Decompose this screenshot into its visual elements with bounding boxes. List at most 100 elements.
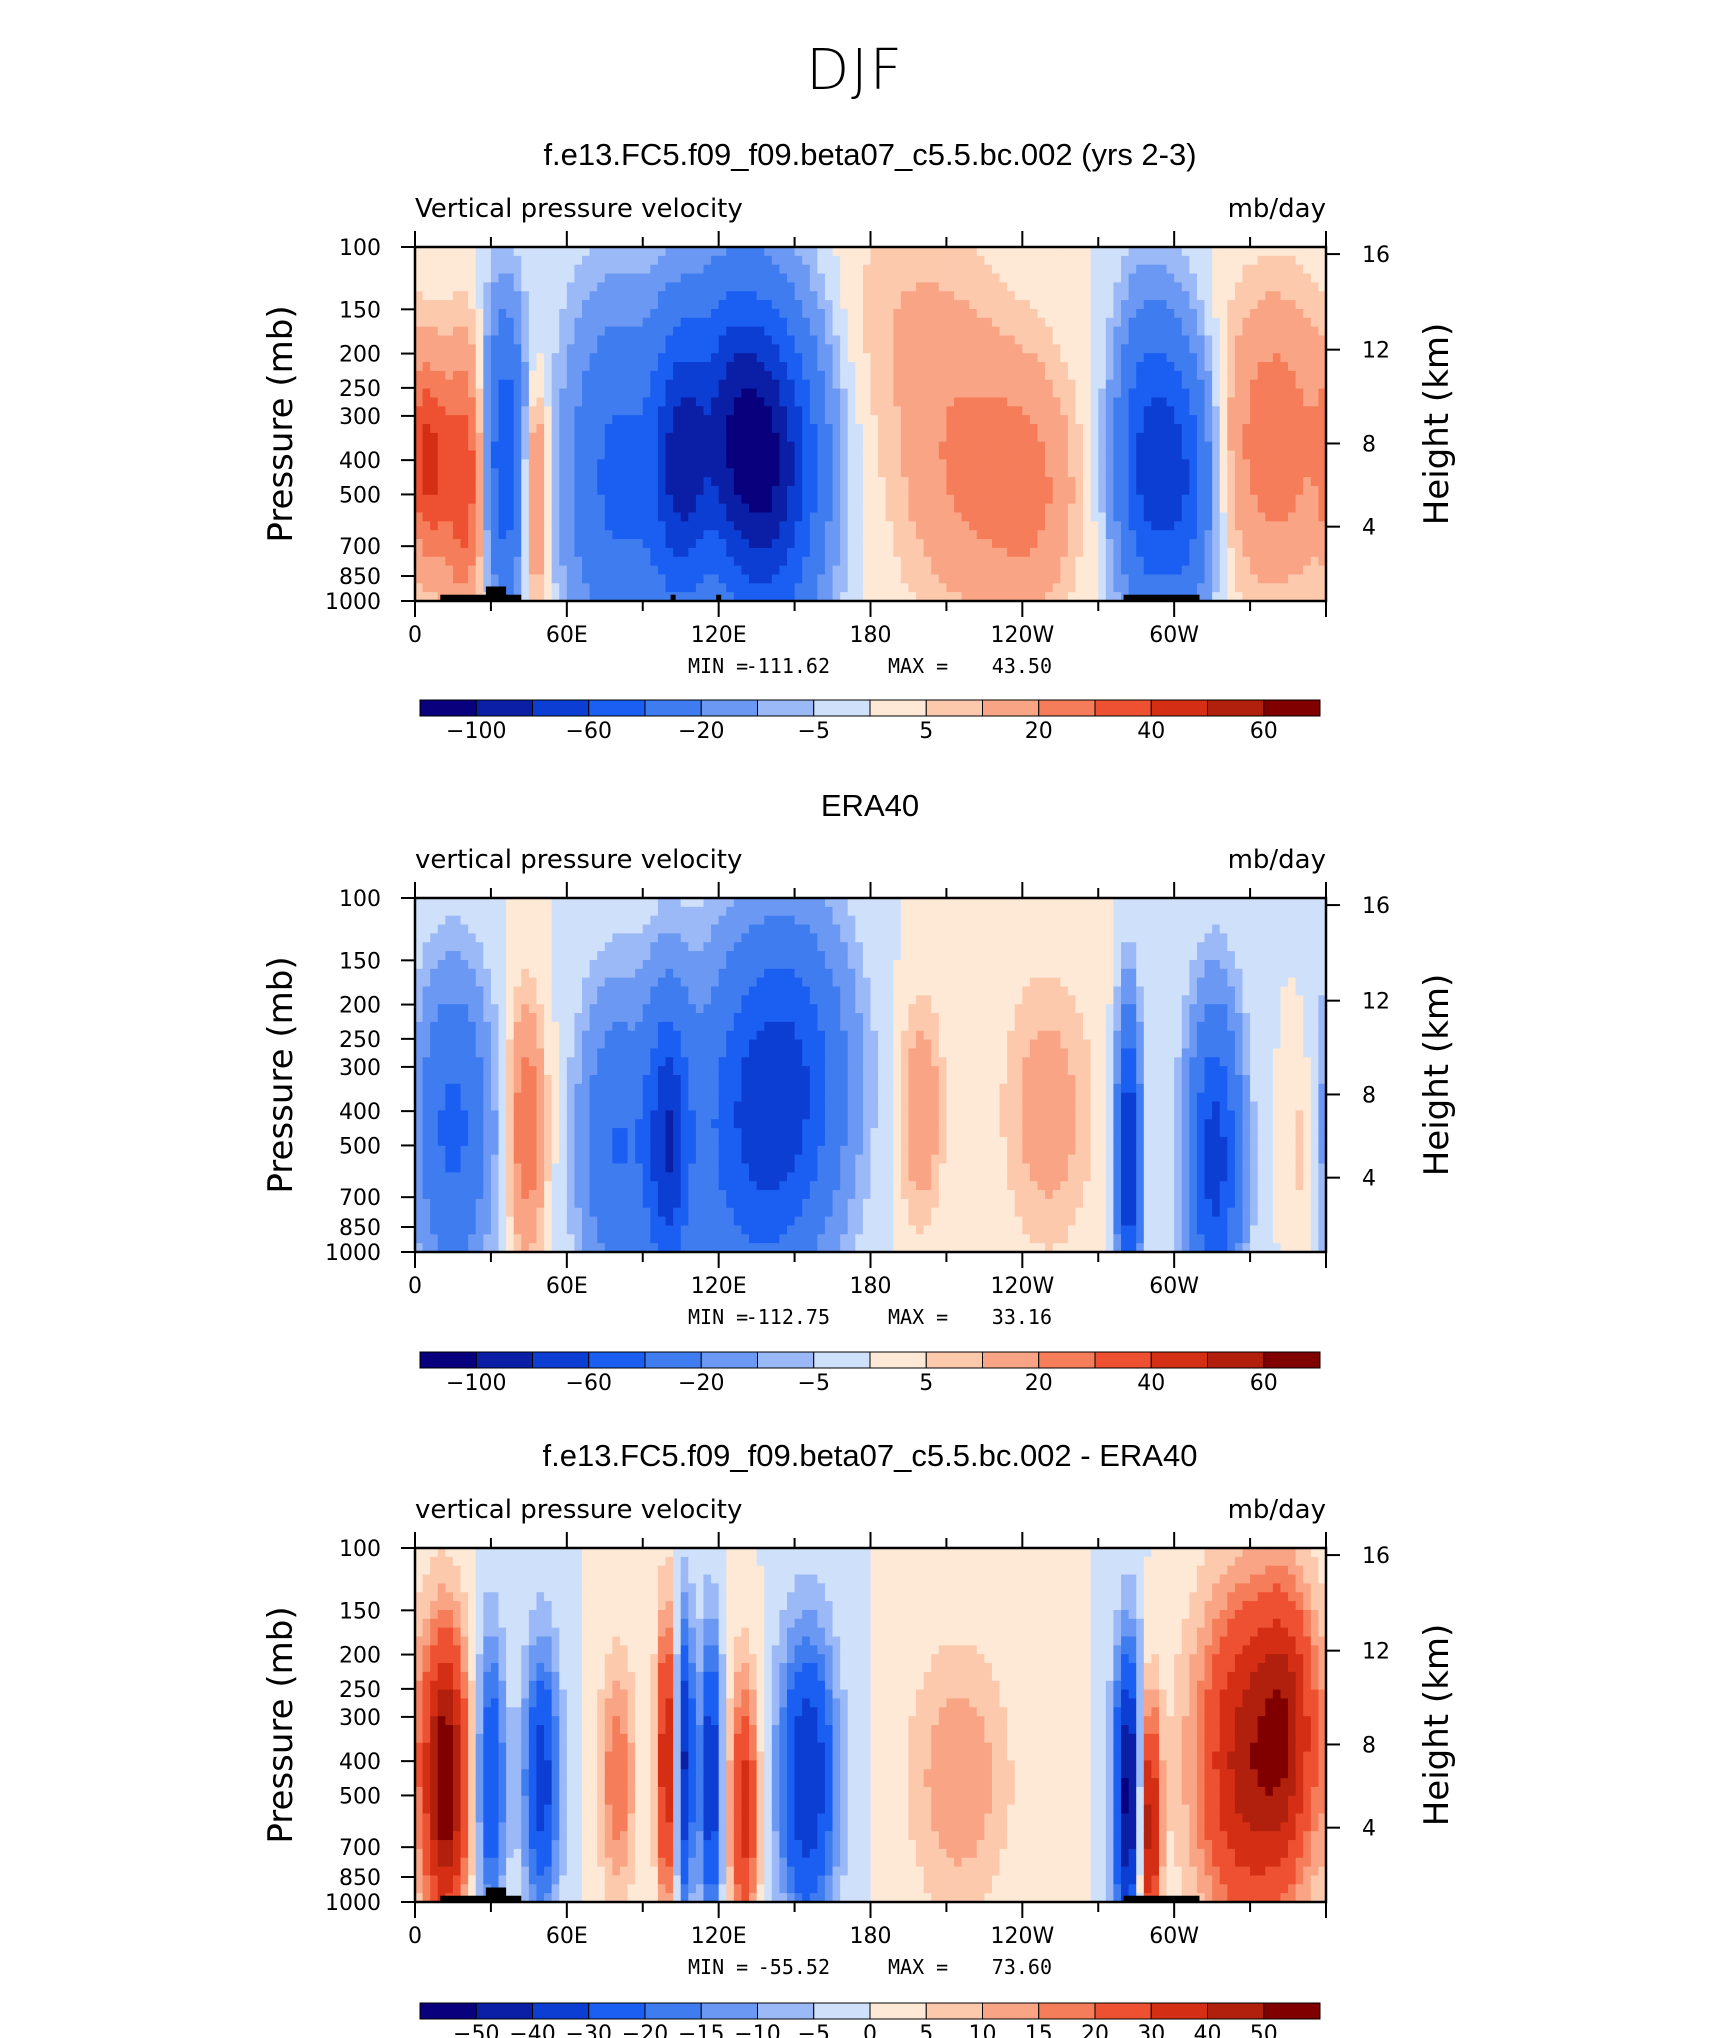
heatmap-cell: [430, 326, 439, 337]
heatmap-cell: [969, 547, 978, 558]
heatmap-cell: [726, 335, 735, 345]
heatmap-cell: [1212, 282, 1221, 292]
heatmap-cell: [991, 530, 1001, 540]
heatmap-cell: [582, 255, 591, 266]
heatmap-cell: [1029, 503, 1039, 514]
heatmap-cell: [741, 388, 750, 399]
heatmap-cell: [635, 415, 644, 425]
heatmap-cell: [627, 335, 636, 345]
heatmap-cell: [642, 503, 651, 514]
max-label: MAX =: [888, 654, 948, 678]
heatmap-cell: [1121, 583, 1130, 593]
heatmap-cell: [1151, 326, 1160, 337]
heatmap-cell: [1295, 308, 1304, 319]
heatmap-cell: [1212, 459, 1221, 469]
heatmap-cell: [422, 583, 431, 593]
heatmap-cell: [779, 574, 788, 584]
heatmap-cell: [597, 459, 606, 469]
heatmap-cell: [1090, 370, 1099, 381]
heatmap-cell: [612, 291, 621, 301]
heatmap-cell: [923, 459, 932, 469]
heatmap-cell: [1075, 503, 1084, 514]
heatmap-cell: [923, 353, 932, 363]
heatmap-cell: [619, 547, 629, 558]
heatmap-cell: [430, 565, 439, 576]
heatmap-cell: [1310, 300, 1320, 310]
heatmap-cell: [954, 485, 963, 496]
heatmap-cell: [498, 539, 507, 549]
heatmap-cell: [1105, 530, 1115, 540]
heatmap-cell: [1029, 468, 1039, 478]
heatmap-cell: [999, 370, 1008, 381]
heatmap-cell: [802, 379, 811, 390]
heatmap-cell: [1113, 592, 1122, 602]
heatmap-cell: [642, 291, 651, 301]
heatmap-cell: [1166, 379, 1175, 390]
heatmap-cell: [862, 530, 872, 540]
heatmap-cell: [506, 898, 515, 908]
heatmap-cell: [483, 450, 492, 460]
heatmap-cell: [627, 574, 636, 584]
heatmap-cell: [1250, 583, 1259, 593]
colorbar-label: −100: [446, 719, 506, 744]
heatmap-cell: [931, 247, 940, 257]
heatmap-cell: [832, 291, 841, 301]
heatmap-cell: [1174, 583, 1183, 593]
heatmap-cell: [847, 406, 856, 416]
heatmap-cell: [1288, 379, 1297, 390]
heatmap-cell: [452, 512, 462, 522]
heatmap-cell: [756, 291, 765, 301]
heatmap-cell: [749, 459, 758, 469]
heatmap-cell: [1303, 574, 1312, 584]
heatmap-cell: [1181, 494, 1190, 505]
heatmap-cell: [597, 344, 606, 354]
heatmap-cell: [984, 485, 993, 496]
heatmap-cell: [999, 477, 1008, 487]
heatmap-cell: [733, 468, 743, 478]
heatmap-cell: [460, 441, 469, 452]
heatmap-cell: [1181, 282, 1190, 292]
heatmap-cell: [536, 441, 545, 452]
heatmap-cell: [771, 300, 780, 310]
heatmap-cell: [1045, 273, 1054, 283]
heatmap-cell: [756, 547, 765, 558]
heatmap-cell: [969, 459, 978, 469]
heatmap-cell: [483, 459, 492, 469]
heatmap-cell: [976, 432, 985, 443]
heatmap-cell: [718, 326, 727, 337]
heatmap-cell: [536, 512, 545, 522]
heatmap-cell: [1174, 539, 1183, 549]
heatmap-cell: [991, 273, 1001, 283]
heatmap-cell: [582, 432, 591, 443]
heatmap-cell: [1204, 291, 1213, 301]
heatmap-cell: [673, 273, 682, 283]
heatmap-cell: [847, 574, 856, 584]
heatmap-cell: [1181, 291, 1190, 301]
heatmap-cell: [1075, 432, 1084, 443]
heatmap-cell: [582, 415, 591, 425]
heatmap-cell: [1196, 424, 1206, 434]
heatmap-cell: [1212, 485, 1221, 496]
heatmap-cell: [483, 344, 492, 354]
heatmap-cell: [1318, 556, 1327, 567]
heatmap-cell: [688, 512, 697, 522]
heatmap-cell: [862, 362, 872, 372]
heatmap-cell: [756, 415, 765, 425]
heatmap-cell: [893, 300, 902, 310]
heatmap-cell: [665, 898, 674, 908]
heatmap-cell: [733, 370, 743, 381]
heatmap-cell: [862, 326, 872, 337]
colorbar-swatch: [644, 699, 702, 717]
heatmap-cell: [711, 512, 720, 522]
heatmap-cell: [422, 556, 431, 567]
heatmap-cell: [718, 468, 727, 478]
heatmap-cell: [1158, 370, 1168, 381]
heatmap-cell: [779, 565, 788, 576]
heatmap-cell: [1303, 530, 1312, 540]
heatmap-cell: [673, 317, 682, 328]
heatmap-cell: [969, 308, 978, 319]
heatmap-cell: [954, 424, 963, 434]
heatmap-cell: [475, 362, 484, 372]
y-tick-label: 100: [339, 236, 381, 261]
heatmap-cell: [1105, 441, 1115, 452]
